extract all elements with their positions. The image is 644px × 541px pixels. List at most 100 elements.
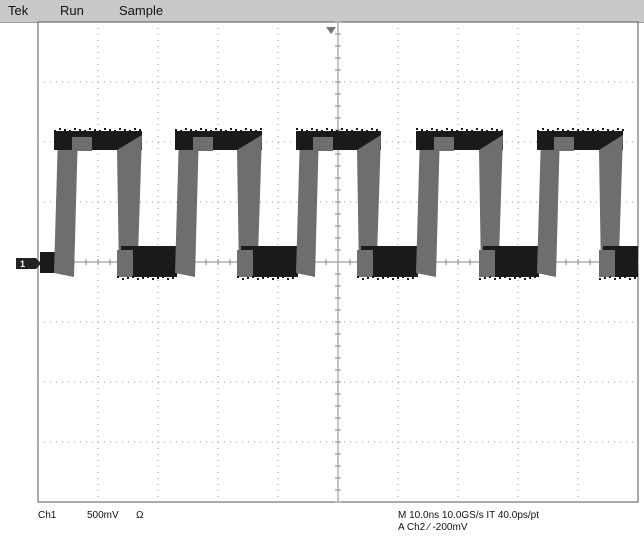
trace-noise (99, 130, 101, 132)
trace-noise (496, 129, 498, 131)
ground-marker-icon[interactable]: 1 (16, 258, 41, 269)
trace-noise (351, 130, 353, 132)
trace-noise (484, 277, 486, 279)
trace-noise (499, 277, 501, 279)
trace-noise (114, 130, 116, 132)
trace-high-band-edge (434, 137, 454, 151)
trace-noise (426, 130, 428, 132)
trace-high-band-edge (313, 137, 333, 151)
trace-noise (225, 130, 227, 132)
trace-noise (494, 278, 496, 280)
trace-noise (476, 128, 478, 130)
trace-low-band-edge (599, 250, 615, 277)
trace-low-band-edge (479, 250, 495, 277)
trace-noise (501, 130, 503, 132)
trace-noise (277, 277, 279, 279)
trace-noise (54, 130, 56, 132)
trace-noise (441, 130, 443, 132)
trace-noise (356, 128, 358, 130)
trace-noise (119, 128, 121, 130)
trace-noise (326, 128, 328, 130)
trace-low-band (40, 252, 56, 273)
trace-falling-edge (599, 135, 623, 273)
timebase-readout: M 10.0ns 10.0GS/s IT 40.0ps/pt (398, 510, 540, 521)
trace-noise (436, 129, 438, 131)
trace-noise (431, 128, 433, 130)
trace-noise (577, 129, 579, 131)
trace-noise (357, 276, 359, 278)
trace-noise (567, 130, 569, 132)
trace-rising-edge (537, 131, 560, 277)
trace-noise (257, 278, 259, 280)
trace-noise (407, 278, 409, 280)
trace-noise (587, 128, 589, 130)
trace-noise (242, 278, 244, 280)
trace-noise (362, 278, 364, 280)
trace-noise (245, 128, 247, 130)
trace-noise (542, 128, 544, 130)
trace-noise (387, 276, 389, 278)
trace-noise (260, 128, 262, 130)
trace-noise (421, 129, 423, 131)
acquisition-mode-button[interactable]: Sample (119, 3, 164, 18)
trace-noise (509, 278, 511, 280)
ground-marker-label: 1 (20, 259, 25, 269)
trace-noise (599, 278, 601, 280)
trace-noise (69, 130, 71, 132)
trace-noise (255, 130, 257, 132)
trace-noise (142, 277, 144, 279)
trace-noise (609, 276, 611, 278)
trace-noise (157, 277, 159, 279)
trace-noise (371, 128, 373, 130)
trace-noise (547, 129, 549, 131)
trace-noise (316, 129, 318, 131)
trace-noise (210, 130, 212, 132)
trace-falling-edge (117, 135, 142, 273)
trace-noise (296, 128, 298, 130)
trace-noise (597, 130, 599, 132)
trace-noise (230, 128, 232, 130)
trace-noise (301, 129, 303, 131)
trace-low-band-edge (357, 250, 373, 277)
trace-noise (205, 129, 207, 131)
trace-noise (367, 277, 369, 279)
trace-noise (235, 129, 237, 131)
trace-noise (592, 129, 594, 131)
trace-noise (267, 276, 269, 278)
trace-noise (89, 128, 91, 130)
trace-noise (562, 129, 564, 131)
trace-noise (572, 128, 574, 130)
channel-label: Ch1 (38, 510, 57, 521)
trace-noise (139, 129, 141, 131)
trace-noise (604, 277, 606, 279)
trace-noise (117, 276, 119, 278)
trace-noise (282, 276, 284, 278)
trace-noise (486, 130, 488, 132)
trace-rising-edge (296, 131, 319, 277)
trace-noise (624, 276, 626, 278)
trace-noise (481, 129, 483, 131)
trace-rising-edge (175, 131, 199, 277)
trace-noise (190, 129, 192, 131)
trace-noise (504, 276, 506, 278)
trace-noise (167, 278, 169, 280)
trace-noise (376, 129, 378, 131)
trace-noise (129, 130, 131, 132)
trace-falling-edge (479, 135, 503, 273)
trace-low-band-edge (117, 250, 133, 277)
trace-noise (240, 130, 242, 132)
trace-noise (519, 276, 521, 278)
trace-falling-edge (357, 135, 381, 273)
trace-noise (582, 130, 584, 132)
trigger-position-icon[interactable] (326, 27, 336, 34)
trace-noise (346, 129, 348, 131)
trace-noise (180, 130, 182, 132)
run-stop-button[interactable]: Run (60, 3, 84, 18)
trace-noise (372, 276, 374, 278)
trace-high-band-edge (72, 137, 92, 151)
trace-noise (252, 276, 254, 278)
trace-noise (629, 278, 631, 280)
trace-noise (215, 128, 217, 130)
trace-noise (200, 128, 202, 130)
